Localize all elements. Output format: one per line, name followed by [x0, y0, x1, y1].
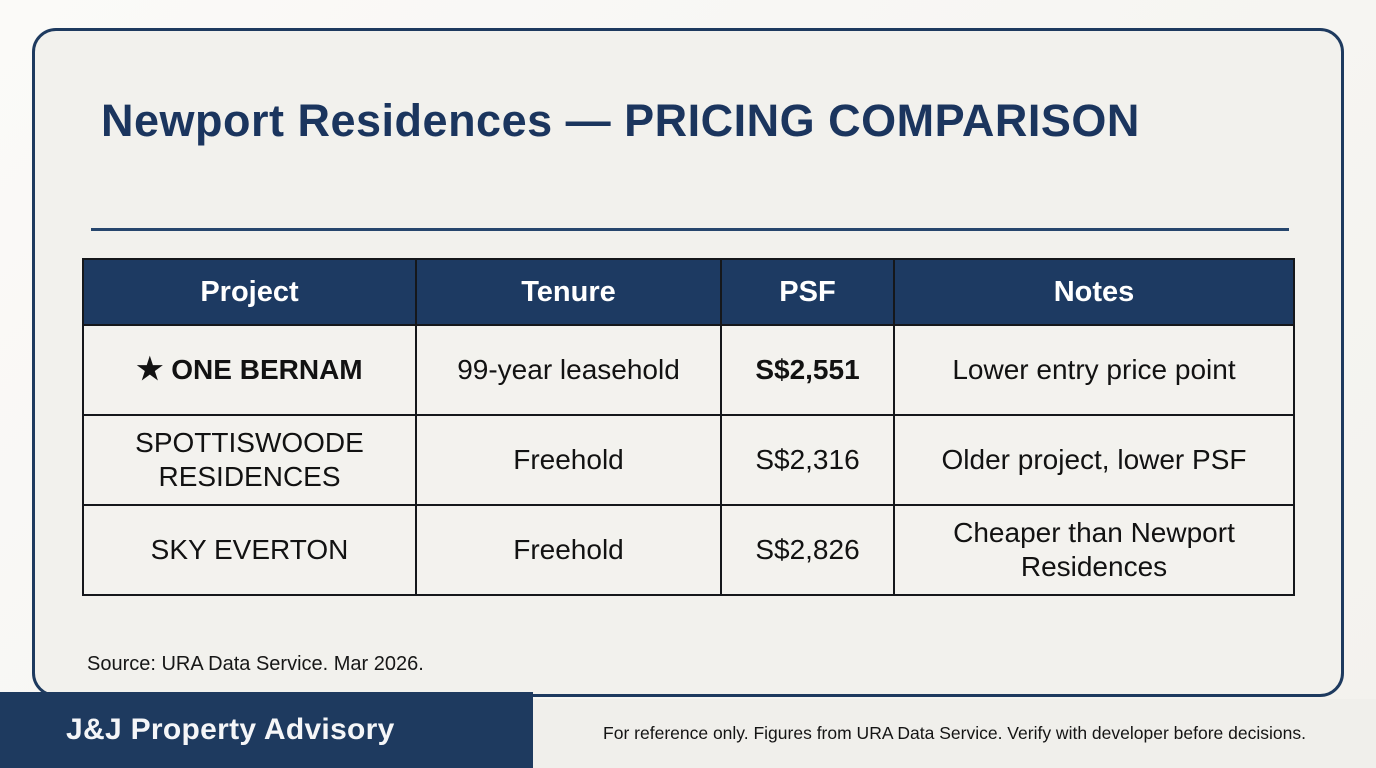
tenure-cell: 99-year leasehold [415, 324, 722, 416]
disclaimer-text: For reference only. Figures from URA Dat… [603, 723, 1306, 743]
psf-cell: S$2,551 [720, 324, 895, 416]
table-row: SPOTTISWOODE RESIDENCES Freehold S$2,316… [82, 414, 1295, 506]
project-name: ONE BERNAM [171, 354, 363, 385]
tenure-cell: Freehold [415, 414, 722, 506]
psf-cell: S$2,826 [720, 504, 895, 596]
column-header-tenure: Tenure [415, 258, 722, 326]
pricing-comparison-table: Project Tenure PSF Notes ★ ONE BERNAM 99-… [82, 258, 1295, 596]
project-cell: SPOTTISWOODE RESIDENCES [82, 414, 417, 506]
project-cell: ★ ONE BERNAM [82, 324, 417, 416]
title-divider [91, 228, 1289, 231]
footer-brand-bar: J&J Property Advisory [0, 692, 533, 768]
page-title: Newport Residences — PRICING COMPARISON [101, 95, 1140, 146]
psf-cell: S$2,316 [720, 414, 895, 506]
brand-name: J&J Property Advisory [66, 713, 395, 746]
table-header-row: Project Tenure PSF Notes [82, 258, 1295, 326]
column-header-notes: Notes [893, 258, 1295, 326]
footer-disclaimer-bar: For reference only. Figures from URA Dat… [533, 699, 1376, 768]
column-header-project: Project [82, 258, 417, 326]
source-note: Source: URA Data Service. Mar 2026. [87, 653, 424, 675]
tenure-cell: Freehold [415, 504, 722, 596]
table-row: SKY EVERTON Freehold S$2,826 Cheaper tha… [82, 504, 1295, 596]
content-card: Newport Residences — PRICING COMPARISON … [32, 28, 1344, 697]
column-header-psf: PSF [720, 258, 895, 326]
notes-cell: Cheaper than Newport Residences [893, 504, 1295, 596]
table-row: ★ ONE BERNAM 99-year leasehold S$2,551 Lo… [82, 324, 1295, 416]
notes-cell: Older project, lower PSF [893, 414, 1295, 506]
project-cell: SKY EVERTON [82, 504, 417, 596]
star-icon: ★ [136, 353, 164, 386]
notes-cell: Lower entry price point [893, 324, 1295, 416]
